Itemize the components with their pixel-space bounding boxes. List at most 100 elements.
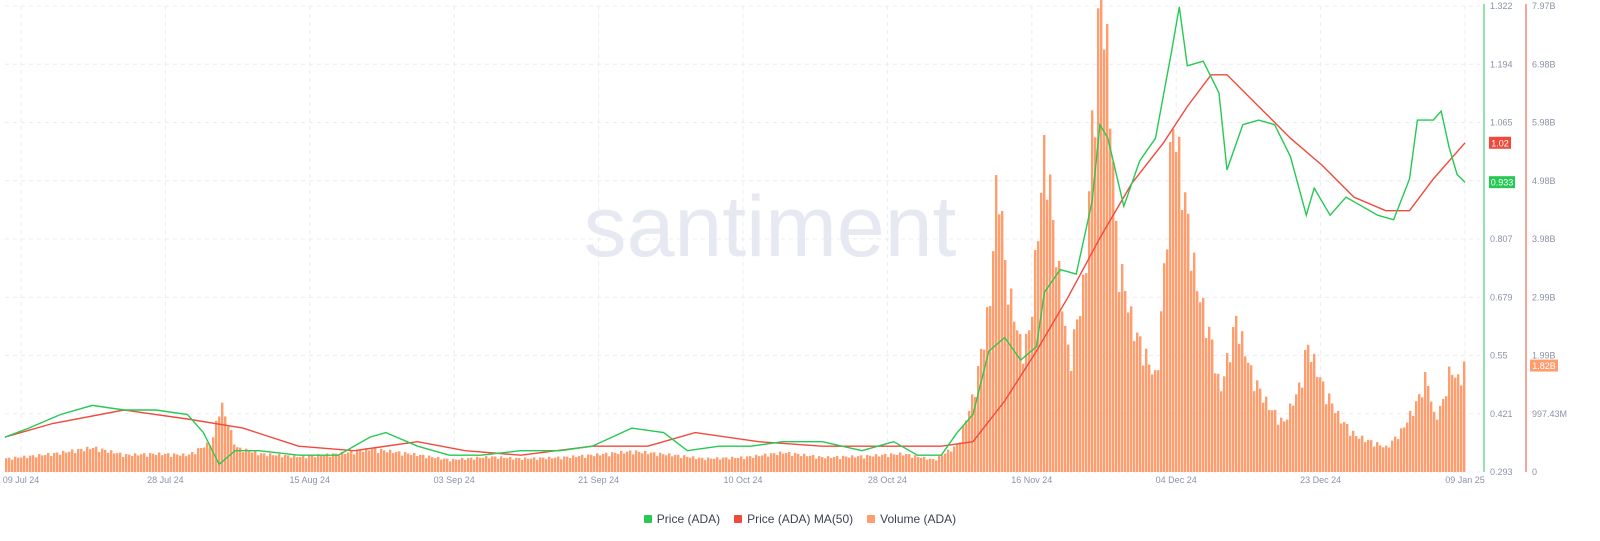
volume-bar [1151, 374, 1154, 472]
volume-bar [164, 453, 167, 472]
volume-bar [353, 454, 356, 472]
volume-bar [1169, 142, 1172, 472]
volume-bar [1313, 353, 1316, 472]
volume-bar [1262, 402, 1265, 472]
price-tick-label: 1.322 [1490, 1, 1513, 11]
volume-last-label: 1.82B [1532, 361, 1556, 371]
volume-bar [218, 416, 221, 472]
volume-bar [1355, 436, 1358, 472]
price-tick-label: 0.679 [1490, 292, 1513, 302]
volume-bar [1073, 329, 1076, 472]
volume-bar [1265, 396, 1268, 472]
volume-bar [887, 457, 890, 472]
volume-bar [437, 456, 440, 472]
volume-bar [1022, 363, 1025, 472]
volume-bar [551, 458, 554, 472]
volume-bar [248, 451, 251, 472]
volume-bar [1181, 210, 1184, 472]
volume-bar [986, 307, 989, 472]
volume-bar [1451, 374, 1454, 472]
volume-bar [821, 456, 824, 472]
volume-bar [1418, 394, 1421, 472]
volume-bar [674, 454, 677, 472]
volume-bar [224, 416, 227, 472]
volume-bar [1124, 291, 1127, 472]
volume-bar [221, 402, 224, 472]
volume-bar [461, 457, 464, 472]
volume-bar [1403, 427, 1406, 472]
volume-bar [191, 451, 194, 472]
volume-bar [536, 459, 539, 472]
date-tick-label: 04 Dec 24 [1156, 475, 1197, 485]
legend-item-volume[interactable]: Volume (ADA) [867, 512, 956, 526]
volume-bar [233, 444, 236, 472]
volume-bar [275, 455, 278, 472]
legend-label-volume: Volume (ADA) [880, 512, 957, 526]
volume-bar [623, 453, 626, 472]
volume-bar [911, 457, 914, 472]
volume-bar [1064, 325, 1067, 472]
volume-bar [1058, 261, 1061, 472]
volume-bar [53, 452, 56, 472]
volume-bar [65, 452, 68, 472]
volume-bar [1208, 326, 1211, 472]
volume-bar [569, 458, 572, 472]
volume-bar [83, 451, 86, 472]
volume-bar [602, 453, 605, 472]
volume-bar [671, 456, 674, 472]
price-tick-label: 0.293 [1490, 467, 1513, 477]
volume-bar [857, 456, 860, 472]
volume-bar [1214, 373, 1217, 472]
volume-bar [104, 449, 107, 472]
volume-bar [359, 450, 362, 472]
volume-bar [782, 453, 785, 472]
volume-bar [1103, 49, 1106, 472]
volume-bar [1001, 210, 1004, 472]
volume-bar [593, 456, 596, 472]
volume-bar [1274, 409, 1277, 472]
volume-bar [599, 455, 602, 472]
volume-bar [917, 456, 920, 472]
volume-bar [1388, 447, 1391, 472]
volume-bar [464, 459, 467, 472]
volume-bar [59, 454, 62, 472]
volume-bar [584, 457, 587, 472]
volume-bar [872, 456, 875, 472]
volume-bar [788, 451, 791, 472]
volume-bar [1247, 362, 1250, 472]
legend-item-ma50[interactable]: Price (ADA) MA(50) [734, 512, 853, 526]
volume-bar [1229, 362, 1232, 472]
price-volume-chart[interactable]: santiment 1.3221.1941.0650.9360.8070.679… [0, 0, 1600, 500]
volume-bar [242, 452, 245, 472]
volume-bar [740, 456, 743, 472]
volume-bar [1253, 391, 1256, 472]
volume-bar [1298, 382, 1301, 472]
volume-bar [1376, 442, 1379, 472]
price-tick-label: 1.065 [1490, 118, 1513, 128]
price-tick-label: 0.55 [1490, 351, 1508, 361]
legend: Price (ADA) Price (ADA) MA(50) Volume (A… [0, 512, 1600, 526]
volume-bar [1382, 447, 1385, 472]
volume-bar [1004, 260, 1007, 472]
volume-bars [5, 0, 1466, 473]
volume-bar [875, 454, 878, 472]
volume-bar [725, 457, 728, 472]
legend-swatch-price [643, 515, 652, 523]
volume-bar [182, 453, 185, 472]
volume-bar [851, 455, 854, 472]
volume-bar [755, 454, 758, 472]
volume-bar [338, 455, 341, 472]
volume-bar [35, 457, 38, 472]
legend-item-price[interactable]: Price (ADA) [643, 512, 720, 526]
volume-bar [791, 455, 794, 472]
volume-bar [152, 453, 155, 472]
volume-bar [311, 455, 314, 472]
volume-bar [629, 450, 632, 472]
volume-bar [944, 453, 947, 472]
legend-label-ma50: Price (ADA) MA(50) [747, 512, 854, 526]
volume-bar [386, 452, 389, 472]
volume-bar [1430, 401, 1433, 472]
volume-bar [131, 455, 134, 472]
volume-bar [398, 451, 401, 472]
volume-bar [341, 451, 344, 472]
